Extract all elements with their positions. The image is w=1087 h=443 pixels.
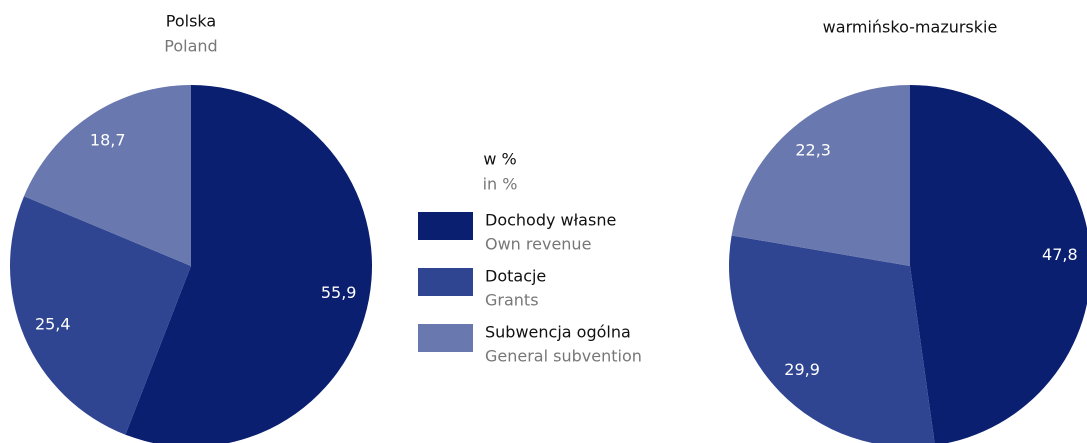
pie-slice xyxy=(731,85,910,266)
legend-label: Dotacje xyxy=(485,267,546,286)
legend-swatch xyxy=(418,324,473,352)
legend-label: Subwencja ogólna xyxy=(485,323,631,342)
pie-slice xyxy=(729,235,935,443)
legend-swatch xyxy=(418,268,473,296)
legend-sublabel: General subvention xyxy=(485,347,642,366)
legend-swatch xyxy=(418,212,473,240)
pie-slice xyxy=(910,85,1087,443)
pie-slice xyxy=(125,85,372,443)
value-label: 47,8 xyxy=(1042,245,1078,264)
value-label: 29,9 xyxy=(784,360,820,379)
legend-sublabel: Grants xyxy=(485,291,539,310)
legend-sublabel: Own revenue xyxy=(485,235,591,254)
value-label: 18,7 xyxy=(90,130,126,149)
pie-slice xyxy=(9,196,191,435)
chart-title: Polska xyxy=(166,12,216,31)
value-label: 22,3 xyxy=(795,141,831,160)
value-label: 25,4 xyxy=(35,314,71,333)
value-label: 55,9 xyxy=(321,283,357,302)
chart-title: warmińsko-mazurskie xyxy=(823,18,998,37)
legend-title: w % xyxy=(483,150,516,169)
pie-slice xyxy=(23,85,192,266)
chart-subtitle: Poland xyxy=(164,37,217,56)
legend-label: Dochody własne xyxy=(485,211,616,230)
legend-subtitle: in % xyxy=(483,175,518,194)
